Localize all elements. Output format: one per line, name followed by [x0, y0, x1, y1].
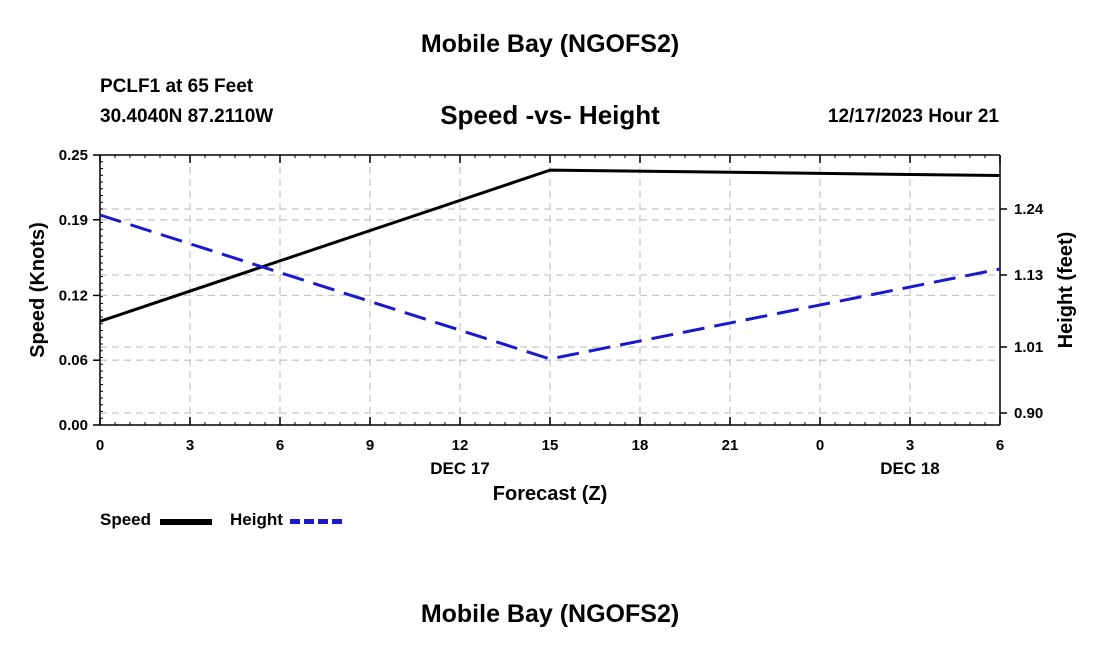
x-tick-label: 15 — [542, 437, 559, 454]
y-right-tick-label: 1.24 — [1014, 201, 1044, 218]
x-tick-label: 18 — [632, 437, 649, 454]
x-axis-label: Forecast (Z) — [493, 483, 607, 505]
x-tick-label: 6 — [276, 437, 284, 454]
y-left-tick-label: 0.12 — [59, 287, 88, 304]
y-left-tick-label: 0.06 — [59, 352, 88, 369]
y-left-tick-label: 0.19 — [59, 212, 88, 229]
legend-label-speed: Speed — [100, 510, 152, 529]
y-left-tick-label: 0.25 — [59, 147, 88, 164]
footer-title: Mobile Bay (NGOFS2) — [420, 600, 680, 628]
x-day-label: DEC 18 — [880, 459, 940, 478]
y-left-axis-label: Speed (Knots) — [27, 222, 49, 358]
legend-label-height: Height — [230, 510, 283, 529]
chart-title: Speed -vs- Height — [440, 100, 660, 130]
y-right-tick-label: 0.90 — [1014, 405, 1043, 422]
series-line-height — [99, 213, 1001, 361]
x-day-label: DEC 17 — [430, 459, 490, 478]
legend-swatch-speed — [160, 519, 212, 525]
page-title: Mobile Bay (NGOFS2) — [420, 30, 680, 58]
x-tick-label: 0 — [96, 437, 104, 454]
x-tick-label: 3 — [186, 437, 194, 454]
x-tick-label: 6 — [996, 437, 1004, 454]
legend-swatch-height — [290, 519, 342, 524]
x-tick-label: 21 — [722, 437, 739, 454]
x-tick-label: 0 — [816, 437, 824, 454]
y-right-axis-label: Height (feet) — [1055, 232, 1077, 349]
y-right-tick-label: 1.01 — [1014, 339, 1043, 356]
station-name: PCLF1 at 65 Feet — [100, 76, 254, 97]
y-left-tick-label: 0.00 — [59, 417, 88, 434]
x-tick-label: 12 — [452, 437, 469, 454]
y-right-tick-label: 1.13 — [1014, 267, 1043, 284]
station-coordinates: 30.4040N 87.2110W — [100, 106, 274, 127]
series-line-speed — [99, 168, 1001, 323]
x-tick-label: 3 — [906, 437, 914, 454]
forecast-datetime: 12/17/2023 Hour 21 — [827, 106, 999, 127]
x-tick-label: 9 — [366, 437, 374, 454]
